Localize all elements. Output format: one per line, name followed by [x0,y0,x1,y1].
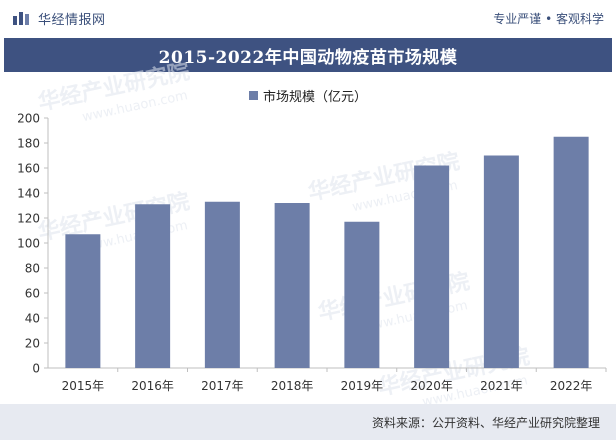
y-tick-label: 140 [17,187,40,201]
legend-label: 市场规模（亿元） [262,90,367,105]
y-tick-label: 160 [17,162,40,176]
bar [274,203,310,368]
source-note: 资料来源：公开资料、华经产业研究院整理 [371,415,600,430]
x-tick-label: 2015年 [62,379,105,393]
bar [65,234,101,368]
bar [344,221,380,368]
x-tick-label: 2022年 [550,379,593,393]
x-tick-label: 2019年 [341,379,384,393]
y-tick-label: 200 [17,112,40,126]
title-bar: 2015-2022年中国动物疫苗市场规模 [4,38,612,72]
brand: 华经情报网 [12,9,106,28]
chart-title: 2015-2022年中国动物疫苗市场规模 [158,47,458,68]
x-tick-label: 2018年 [271,379,314,393]
y-tick-label: 80 [25,262,40,276]
y-tick-label: 20 [25,337,40,351]
legend-swatch [248,91,258,100]
x-tick-label: 2017年 [201,379,244,393]
brand-logo-icon [13,12,29,25]
y-tick-label: 120 [17,212,40,226]
bar [483,155,519,368]
x-tick-label: 2016年 [131,379,174,393]
header-bar: 华经情报网 专业严谨 • 客观科学 [0,0,616,36]
chart-legend: 市场规模（亿元） [0,86,616,105]
footer-bar: 资料来源：公开资料、华经产业研究院整理 [0,404,616,440]
bar [135,204,171,368]
y-tick-label: 60 [25,287,40,301]
brand-name: 华经情报网 [38,12,106,28]
bar [414,165,450,368]
y-tick-label: 100 [17,237,40,251]
y-tick-label: 180 [17,137,40,151]
y-tick-label: 0 [32,362,40,376]
bar [204,201,240,368]
y-tick-label: 40 [25,312,40,326]
x-tick-label: 2021年 [480,379,523,393]
slogan: 专业严谨 • 客观科学 [493,11,604,26]
x-tick-label: 2020年 [410,379,453,393]
bar [553,136,589,368]
